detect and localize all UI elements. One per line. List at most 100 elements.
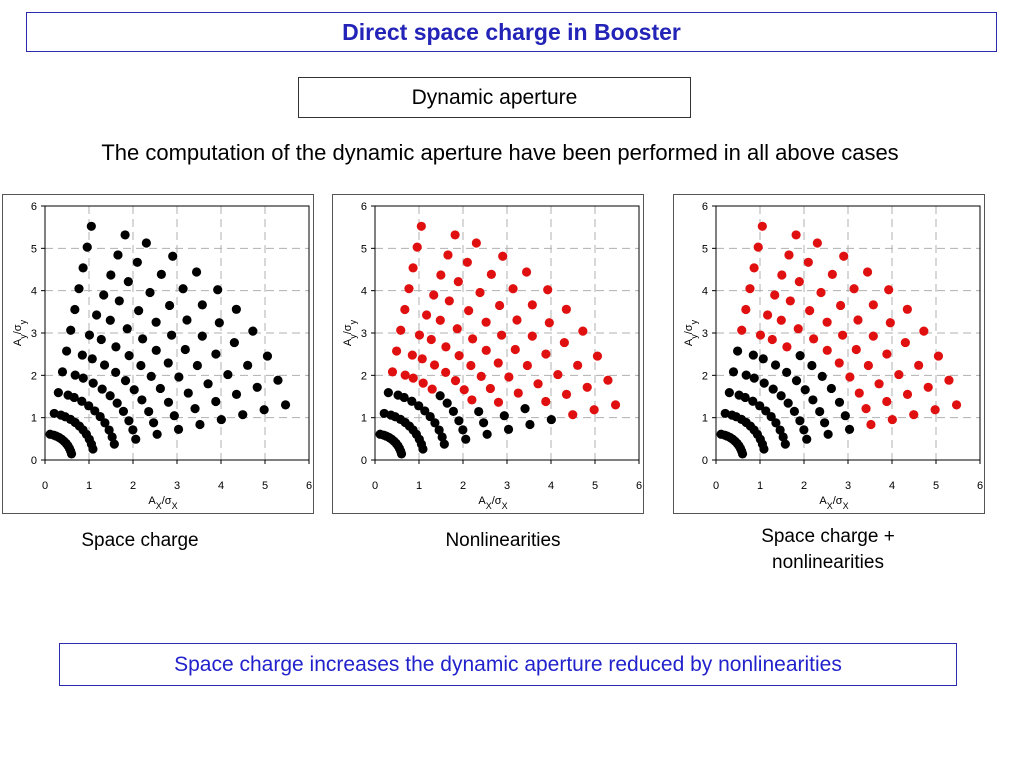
stable-particle-point	[77, 396, 87, 406]
lost-particle-point	[573, 360, 583, 370]
lost-particle-point	[909, 410, 919, 420]
stable-particle-point	[791, 376, 802, 386]
stable-particle-point	[740, 392, 750, 403]
stable-particle-point	[151, 317, 161, 327]
lost-particle-point	[919, 326, 929, 336]
stable-particle-point	[407, 396, 417, 406]
lost-particle-point	[809, 334, 819, 344]
lost-particle-point	[862, 267, 873, 277]
lost-particle-point	[435, 315, 445, 325]
stable-particle-point	[84, 401, 94, 411]
lost-particle-point	[508, 284, 518, 294]
axis-label-sub: X	[156, 501, 162, 511]
stable-particle-point	[280, 400, 291, 410]
stable-particle-point	[238, 410, 248, 420]
lost-particle-point	[900, 337, 910, 348]
stable-particle-point	[802, 434, 812, 444]
stable-particle-point	[823, 429, 833, 439]
lost-particle-point	[849, 284, 859, 294]
x-axis-label: AX/σX	[478, 495, 507, 511]
stable-particle-point	[768, 384, 778, 394]
stable-particle-point	[782, 367, 792, 377]
stable-particle-point	[749, 373, 759, 383]
stable-particle-point	[131, 434, 141, 444]
lost-particle-point	[497, 330, 507, 340]
stable-particle-point	[87, 354, 97, 364]
lost-particle-point	[834, 358, 844, 368]
lost-particle-point	[453, 277, 463, 287]
lost-particle-point	[894, 369, 904, 380]
axis-label-sub: y	[348, 334, 358, 339]
lost-particle-point	[762, 310, 773, 320]
lost-particle-point	[510, 344, 520, 355]
stable-particle-point	[70, 370, 80, 380]
stable-particle-point	[84, 330, 95, 340]
lost-particle-point	[951, 400, 962, 410]
axis-label-part: A	[148, 495, 156, 507]
stable-particle-point	[482, 429, 492, 439]
stable-particle-point	[120, 376, 131, 386]
axis-label-sub: y	[689, 334, 699, 339]
stable-particle-point	[129, 385, 139, 395]
stable-particle-point	[124, 416, 134, 426]
axis-label-part: A	[819, 495, 827, 507]
lost-particle-point	[853, 315, 863, 325]
lost-particle-point	[408, 263, 418, 273]
stable-particle-point	[164, 300, 175, 311]
lost-particle-point	[541, 396, 551, 407]
lost-particle-point	[493, 358, 503, 368]
stable-particle-point	[396, 449, 407, 459]
stable-particle-point	[192, 360, 202, 371]
stable-particle-point	[152, 429, 162, 439]
lost-particle-point	[521, 267, 532, 277]
lost-particle-point	[854, 388, 864, 398]
caption-combined: Space charge + nonlinearities	[718, 524, 938, 576]
y-tick-label: 6	[31, 201, 37, 213]
stable-particle-point	[820, 418, 830, 428]
lost-particle-point	[755, 330, 766, 340]
lost-particle-point	[533, 379, 543, 389]
stable-particle-point	[442, 398, 452, 408]
lost-particle-point	[441, 367, 451, 377]
stable-particle-point	[546, 414, 556, 425]
y-tick-label: 1	[361, 413, 367, 425]
stable-particle-point	[439, 439, 449, 449]
lost-particle-point	[522, 360, 532, 371]
lost-particle-point	[527, 300, 537, 310]
stable-particle-point	[183, 388, 193, 398]
stable-particle-point	[759, 378, 769, 388]
stable-particle-point	[66, 449, 77, 459]
stable-particle-point	[66, 325, 76, 335]
stable-particle-point	[91, 310, 102, 320]
lost-particle-point	[839, 251, 849, 261]
lost-particle-point	[777, 270, 787, 280]
lost-particle-point	[745, 284, 755, 294]
lost-particle-point	[407, 350, 417, 360]
stable-particle-point	[105, 315, 115, 325]
stable-particle-point	[430, 418, 440, 428]
caption-combined-line-2: nonlinearities	[772, 552, 884, 573]
conclusion-text: Space charge increases the dynamic apert…	[174, 652, 842, 676]
stable-particle-point	[817, 371, 827, 381]
lost-particle-point	[749, 263, 759, 273]
axis-label-sub: X	[843, 501, 849, 511]
lost-particle-point	[782, 342, 792, 352]
lost-particle-point	[866, 419, 876, 430]
lost-particle-point	[793, 324, 803, 334]
lost-particle-point	[414, 330, 425, 340]
axis-label-sub: X	[827, 501, 833, 511]
stable-particle-point	[795, 416, 805, 426]
stable-particle-point	[149, 418, 159, 428]
stable-particle-point	[248, 326, 258, 336]
stable-particle-point	[197, 300, 207, 310]
lost-particle-point	[902, 389, 913, 399]
lost-particle-point	[835, 300, 846, 311]
stable-particle-point	[136, 360, 146, 371]
stable-particle-point	[815, 406, 825, 417]
lost-particle-point	[429, 360, 440, 370]
axis-label-sigma: /σ	[492, 495, 502, 507]
lost-particle-point	[757, 221, 767, 231]
lost-particle-point	[914, 360, 924, 370]
intro-text: The computation of the dynamic aperture …	[101, 140, 899, 165]
y-tick-label: 0	[702, 455, 708, 467]
